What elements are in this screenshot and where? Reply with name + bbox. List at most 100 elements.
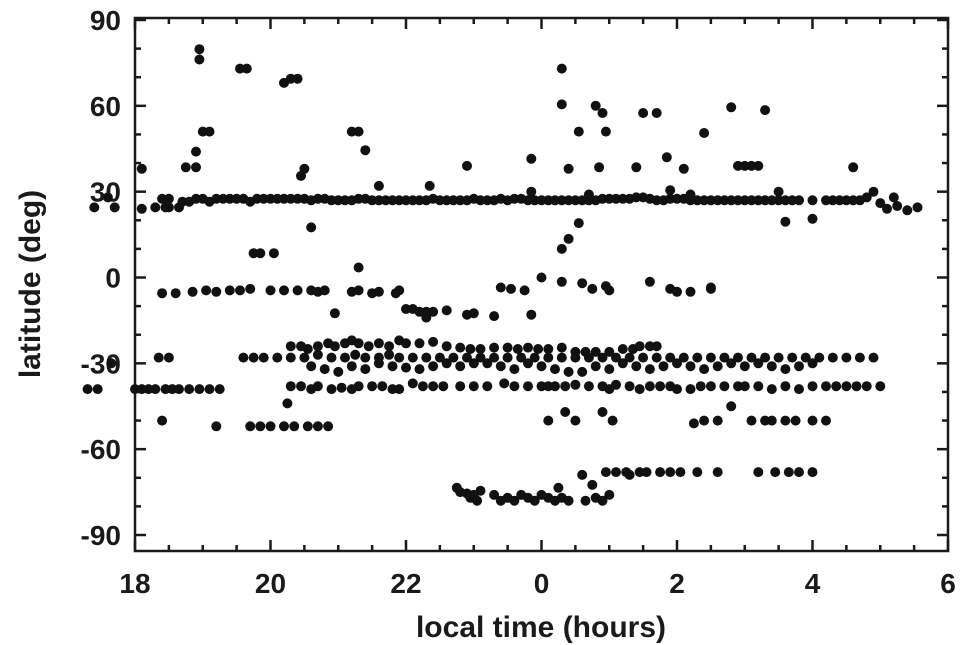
data-point [665, 467, 676, 478]
y-tick-label: -60 [81, 434, 121, 465]
data-point [594, 162, 605, 173]
data-point [807, 415, 818, 426]
data-point [780, 415, 791, 426]
axis-ticks [133, 18, 950, 551]
data-point [529, 495, 540, 506]
data-point [421, 312, 432, 323]
data-point [475, 352, 486, 363]
data-point [807, 195, 818, 206]
data-point [235, 285, 245, 296]
data-point [638, 352, 649, 363]
data-point [753, 381, 764, 392]
data-point [705, 352, 716, 363]
data-point [577, 366, 588, 377]
data-point [340, 352, 350, 363]
x-tick-label: 18 [119, 568, 150, 599]
data-point [102, 192, 113, 203]
data-point [543, 352, 554, 363]
data-point [191, 146, 201, 157]
data-point [600, 126, 611, 137]
data-point [699, 128, 710, 138]
x-axis-title: local time (hours) [416, 611, 666, 644]
data-point [353, 126, 364, 137]
data-point [89, 202, 100, 213]
data-point [191, 162, 201, 173]
data-point [360, 145, 371, 156]
data-point [770, 467, 781, 478]
data-point [587, 283, 598, 294]
data-point [807, 358, 818, 369]
data-point [760, 105, 771, 116]
data-point [353, 285, 364, 296]
data-point [407, 378, 418, 389]
data-point [556, 352, 567, 363]
data-point [394, 384, 405, 395]
data-point [875, 198, 886, 209]
data-point [563, 366, 574, 377]
data-point [685, 384, 696, 395]
data-point [655, 467, 666, 478]
data-point [475, 485, 486, 496]
data-point [417, 381, 428, 392]
data-point [285, 381, 296, 392]
data-point [536, 361, 547, 372]
data-point [519, 285, 530, 296]
data-point [580, 495, 591, 506]
data-point [644, 364, 655, 375]
data-point [888, 192, 899, 203]
data-point [726, 102, 737, 113]
data-point [661, 152, 672, 163]
data-point [265, 285, 276, 296]
data-point [245, 421, 256, 432]
data-points [82, 44, 923, 506]
data-point [672, 384, 682, 395]
data-point [414, 338, 425, 349]
data-point [651, 108, 662, 118]
data-point [821, 381, 831, 392]
data-point [685, 286, 696, 297]
data-point [248, 352, 259, 363]
data-point [794, 195, 804, 206]
data-point [153, 352, 164, 363]
data-point [814, 352, 825, 363]
data-point [733, 352, 743, 363]
data-point [807, 213, 818, 224]
data-point [533, 344, 544, 354]
data-point [611, 352, 621, 363]
data-point [685, 189, 696, 200]
data-point [780, 364, 791, 375]
data-point [302, 421, 313, 432]
data-point [563, 163, 574, 174]
x-tick-label: 6 [940, 568, 956, 599]
data-point [394, 352, 405, 363]
data-point [766, 361, 777, 372]
data-point [441, 341, 452, 352]
data-point [163, 193, 174, 204]
data-point [350, 349, 361, 360]
data-point [285, 352, 296, 363]
data-point [827, 352, 838, 363]
data-point [428, 361, 439, 372]
data-point [170, 288, 181, 299]
data-point [401, 338, 411, 349]
data-point [685, 361, 696, 372]
data-point [319, 364, 330, 375]
data-point [655, 381, 666, 392]
data-point [617, 358, 628, 369]
data-point [644, 276, 655, 287]
data-point [587, 479, 598, 490]
data-point [563, 233, 574, 244]
data-point [570, 415, 581, 426]
data-point [319, 285, 330, 296]
x-tick-label: 4 [805, 568, 821, 599]
y-axis-title: latitude (deg) [14, 190, 47, 378]
data-point [556, 99, 567, 110]
data-point [174, 384, 184, 395]
data-point [512, 344, 523, 354]
data-point [326, 352, 337, 363]
data-point [556, 276, 567, 287]
data-point [265, 421, 276, 432]
data-point [472, 495, 483, 506]
data-point [556, 243, 567, 254]
data-point [455, 342, 466, 353]
